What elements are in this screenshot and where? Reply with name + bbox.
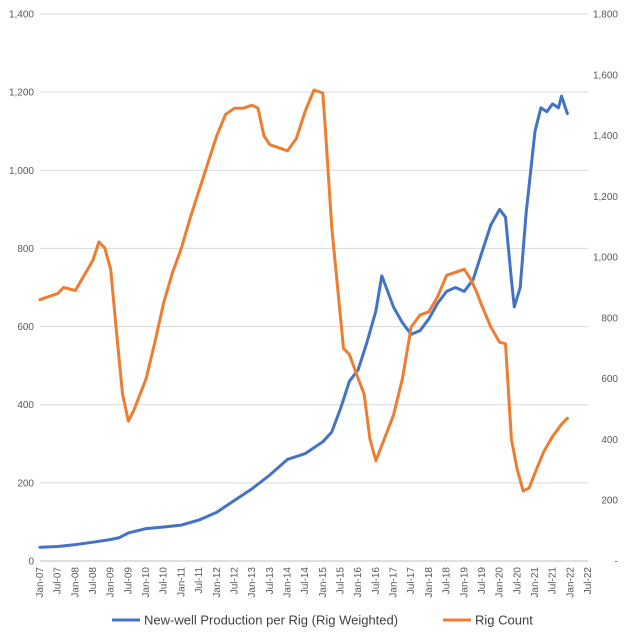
left-tick-label: 600 (17, 322, 34, 333)
right-tick-label: 400 (601, 435, 618, 446)
right-tick-label: 1,200 (593, 192, 618, 203)
left-tick-label: 0 (28, 557, 34, 568)
x-tick-label: Jan-20 (495, 567, 506, 598)
x-tick-label: Jul-15 (336, 567, 347, 595)
right-axis-ticks: - 200 400 600 800 1,000 1,200 1,400 1,600 1,800 (593, 10, 618, 568)
x-tick-label: Jul-07 (53, 567, 64, 595)
x-tick-label: Jan-15 (318, 567, 329, 598)
right-tick-label: 200 (601, 496, 618, 507)
x-tick-label: Jan-10 (141, 567, 152, 598)
x-tick-label: Jul-12 (229, 567, 240, 595)
right-tick-label: - (615, 557, 618, 568)
left-tick-label: 1,000 (9, 166, 34, 177)
right-tick-label: 600 (601, 374, 618, 385)
x-tick-label: Jul-16 (371, 567, 382, 595)
legend: New-well Production per Rig (Rig Weighte… (112, 613, 533, 628)
x-tick-label: Jul-17 (406, 567, 417, 595)
x-tick-label: Jul-09 (123, 567, 134, 595)
right-tick-label: 1,800 (593, 10, 618, 21)
legend-label: Rig Count (475, 613, 533, 628)
right-tick-label: 800 (601, 313, 618, 324)
x-tick-label: Jul-14 (300, 567, 311, 595)
x-tick-label: Jul-08 (88, 567, 99, 595)
x-tick-label: Jan-09 (106, 567, 117, 598)
x-tick-label: Jul-18 (442, 567, 453, 595)
x-tick-label: Jan-13 (247, 567, 258, 598)
left-tick-label: 800 (17, 244, 34, 255)
series-lines (38, 88, 569, 549)
production-per-rig-line (38, 94, 569, 549)
x-tick-label: Jul-20 (512, 567, 523, 595)
x-tick-label: Jul-21 (548, 567, 559, 595)
x-axis-ticks: Jan-07 Jul-07 Jan-08 Jul-08 Jan-09 Jul-09 Jan-… (35, 567, 594, 598)
x-tick-label: Jan-11 (176, 567, 187, 597)
x-tick-label: Jan-19 (459, 567, 470, 598)
x-tick-label: Jan-16 (353, 567, 364, 598)
x-tick-label: Jul-19 (477, 567, 488, 595)
x-tick-label: Jan-14 (282, 567, 293, 598)
x-tick-label: Jul-11 (194, 567, 205, 594)
left-tick-label: 200 (17, 478, 34, 489)
x-tick-label: Jan-08 (70, 567, 81, 598)
x-tick-label: Jul-10 (159, 567, 170, 595)
gridlines (40, 13, 588, 562)
left-tick-label: 400 (17, 400, 34, 411)
rig-count-line (38, 88, 569, 493)
left-axis-ticks: 0 200 400 600 800 1,000 1,200 1,400 (9, 10, 34, 568)
right-tick-label: 1,400 (593, 131, 618, 142)
x-tick-label: Jan-12 (212, 567, 223, 598)
right-tick-label: 1,000 (593, 253, 618, 264)
legend-label: New-well Production per Rig (Rig Weighte… (144, 613, 398, 628)
x-tick-label: Jan-18 (424, 567, 435, 598)
left-tick-label: 1,200 (9, 88, 34, 99)
x-tick-label: Jul-13 (265, 567, 276, 595)
x-tick-label: Jan-21 (530, 567, 541, 598)
x-tick-label: Jan-17 (389, 567, 400, 598)
x-tick-label: Jan-22 (565, 567, 576, 598)
x-tick-label: Jul-22 (583, 567, 594, 595)
right-tick-label: 1,600 (593, 70, 618, 81)
left-tick-label: 1,400 (9, 10, 34, 21)
x-tick-label: Jan-07 (35, 567, 46, 598)
